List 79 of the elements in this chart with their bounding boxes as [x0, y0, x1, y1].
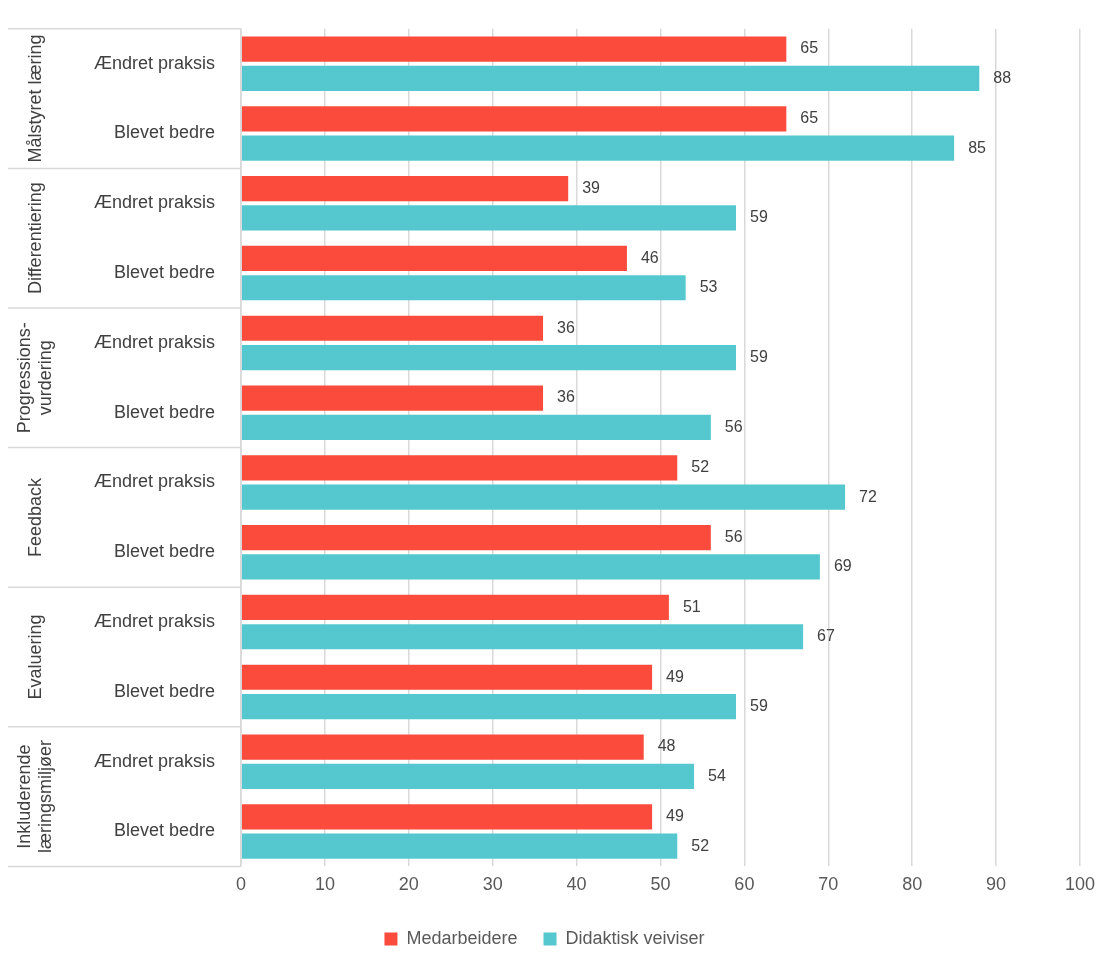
text: Progressions-vurdering — [14, 322, 56, 434]
bar — [241, 804, 653, 830]
data-label: 72 — [859, 487, 877, 505]
bar — [241, 414, 711, 440]
bar — [241, 484, 846, 510]
data-label: 59 — [750, 208, 768, 226]
data-label: 69 — [833, 557, 852, 575]
legend-label: Didaktisk veiviser — [565, 927, 705, 948]
y-tick-label: Ændret praksis — [93, 331, 215, 352]
bar — [241, 344, 736, 371]
text: Feedback — [24, 476, 45, 557]
text: Differentiering — [24, 182, 45, 295]
bar — [241, 664, 653, 690]
data-label: 52 — [691, 836, 710, 854]
x-tick-label: 80 — [902, 874, 923, 895]
bar — [241, 65, 980, 91]
bar — [241, 36, 787, 62]
bar — [241, 525, 711, 551]
data-label: 49 — [666, 807, 684, 825]
data-label: 85 — [968, 138, 987, 156]
y-tick-label: Blevet bedre — [113, 541, 215, 562]
bar — [241, 734, 644, 760]
legend-label: Medarbeidere — [406, 927, 518, 948]
data-label: 56 — [724, 528, 743, 546]
data-label: 56 — [724, 417, 743, 435]
x-tick-label: 30 — [482, 874, 503, 895]
bar — [241, 176, 569, 202]
y-tick-label: Ændret praksis — [93, 52, 215, 73]
data-label: 65 — [800, 109, 819, 127]
data-label: 54 — [708, 766, 726, 784]
y-tick-label: Ændret praksis — [93, 192, 215, 213]
y-tick-label: Ændret praksis — [93, 471, 215, 492]
bar — [241, 275, 686, 301]
y-tick-label: Blevet bedre — [113, 262, 215, 283]
y-tick-label: Blevet bedre — [113, 680, 215, 701]
x-tick-label: 0 — [235, 874, 247, 895]
x-tick-label: 20 — [398, 874, 419, 895]
y-tick-label: Blevet bedre — [113, 122, 215, 143]
bar — [241, 106, 787, 132]
bar — [241, 135, 955, 161]
text: Evaluering — [24, 614, 45, 700]
x-tick-label: 100 — [1064, 874, 1096, 895]
data-label: 67 — [817, 627, 836, 645]
data-label: 52 — [691, 458, 710, 476]
data-label: 53 — [699, 278, 718, 296]
data-label: 46 — [640, 248, 659, 266]
y-tick-label: Blevet bedre — [113, 820, 215, 841]
bar — [241, 624, 804, 650]
x-tick-label: 40 — [566, 874, 587, 895]
text: Målstyret læring — [24, 34, 45, 163]
data-label: 65 — [800, 39, 819, 57]
bar — [241, 554, 820, 580]
bar — [241, 385, 544, 411]
data-label: 59 — [750, 347, 768, 365]
x-tick-label: 60 — [734, 874, 755, 895]
bar — [241, 763, 695, 789]
bar — [241, 205, 736, 231]
data-label: 36 — [557, 388, 575, 406]
data-label: 39 — [582, 179, 601, 197]
bar — [241, 594, 669, 621]
y-tick-label: Ændret praksis — [93, 750, 215, 771]
text: Inkluderende læringsmiljøer — [14, 740, 56, 854]
bar — [241, 315, 544, 341]
bar — [241, 833, 678, 859]
bar — [241, 455, 678, 481]
y-tick-label: Ændret praksis — [93, 611, 215, 632]
y-tick-label: Blevet bedre — [113, 401, 215, 422]
x-tick-label: 90 — [986, 874, 1007, 895]
data-label: 88 — [993, 68, 1012, 86]
data-label: 49 — [666, 667, 684, 685]
data-label: 51 — [682, 597, 701, 615]
data-label: 48 — [657, 737, 676, 755]
x-tick-label: 70 — [818, 874, 839, 895]
data-label: 36 — [557, 318, 575, 336]
bar — [241, 245, 627, 272]
x-tick-label: 10 — [314, 874, 335, 895]
bar — [241, 693, 736, 720]
x-tick-label: 50 — [650, 874, 671, 895]
data-label: 59 — [750, 696, 768, 714]
